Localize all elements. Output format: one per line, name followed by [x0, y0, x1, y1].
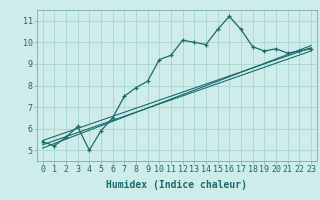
X-axis label: Humidex (Indice chaleur): Humidex (Indice chaleur)	[106, 180, 247, 190]
